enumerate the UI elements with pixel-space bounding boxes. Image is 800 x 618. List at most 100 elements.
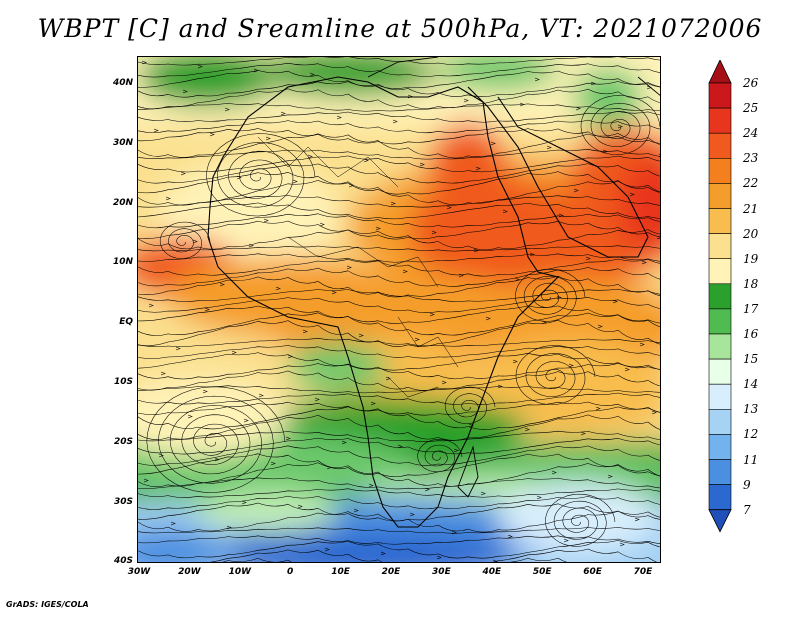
streamline-arrow bbox=[558, 213, 564, 218]
streamline-arrow bbox=[429, 312, 435, 317]
colorbar-segment bbox=[708, 333, 732, 360]
streamline-arrow bbox=[402, 269, 408, 274]
streamline-arrow bbox=[597, 324, 603, 329]
streamline-arrow bbox=[375, 226, 381, 231]
colorbar-segment bbox=[708, 283, 732, 310]
streamline-arrow bbox=[353, 508, 359, 513]
streamline-arrow bbox=[607, 474, 613, 479]
lat-label: 30N bbox=[112, 137, 133, 148]
streamline-arrow bbox=[341, 440, 347, 445]
streamline-arrow bbox=[641, 260, 647, 265]
streamline bbox=[138, 540, 660, 559]
colorbar-tick-label: 12 bbox=[743, 427, 759, 442]
streamline-arrow bbox=[497, 384, 503, 389]
streamline bbox=[138, 401, 660, 416]
colorbar-tick-label: 7 bbox=[743, 502, 751, 517]
field-blob bbox=[138, 57, 278, 107]
streamline-arrow bbox=[536, 495, 542, 500]
streamline bbox=[206, 133, 316, 217]
streamline bbox=[138, 119, 660, 134]
coastline bbox=[637, 76, 660, 96]
colorbar-segment bbox=[708, 82, 732, 109]
streamline bbox=[138, 163, 660, 184]
streamlines-layer bbox=[138, 57, 660, 562]
colorbar-tick-label: 19 bbox=[743, 251, 759, 266]
streamline bbox=[138, 70, 660, 89]
streamline-arrow bbox=[265, 136, 271, 141]
coastline bbox=[467, 86, 649, 258]
streamline-arrow bbox=[473, 248, 479, 253]
streamline-arrow bbox=[514, 277, 520, 282]
field-blob bbox=[438, 57, 558, 91]
colorbar bbox=[708, 60, 732, 533]
streamline-arrow bbox=[209, 132, 215, 137]
streamline-arrow bbox=[563, 538, 569, 543]
streamline-arrow bbox=[507, 534, 513, 539]
streamline bbox=[138, 275, 660, 298]
streamline-arrow bbox=[551, 470, 557, 475]
streamline bbox=[138, 430, 660, 442]
streamline bbox=[138, 220, 660, 240]
colorbar-tick-label: 11 bbox=[743, 452, 759, 467]
lat-label: 40S bbox=[113, 556, 133, 567]
streamline-arrow bbox=[409, 512, 415, 517]
streamline-arrow bbox=[358, 333, 364, 338]
streamline-arrow bbox=[414, 337, 420, 342]
streamline-arrow bbox=[202, 389, 208, 394]
streamline-arrow bbox=[519, 102, 525, 107]
streamline-arrow bbox=[224, 107, 230, 112]
coastline bbox=[207, 76, 560, 528]
streamline-arrow bbox=[170, 521, 176, 526]
field-blob bbox=[258, 57, 438, 97]
streamline bbox=[417, 439, 463, 473]
streamline-arrow bbox=[175, 346, 181, 351]
streamline bbox=[138, 363, 660, 380]
streamline bbox=[138, 128, 660, 145]
streamline-arrow bbox=[397, 444, 403, 449]
streamline-arrow bbox=[590, 81, 596, 86]
colorbar-segment bbox=[708, 208, 732, 234]
lat-label: 10N bbox=[112, 257, 133, 268]
streamline-arrow bbox=[287, 354, 293, 359]
streamline-arrow bbox=[297, 504, 303, 509]
colorbar-tick-label: 17 bbox=[743, 301, 759, 316]
streamline bbox=[138, 338, 660, 348]
coastlines-layer bbox=[207, 57, 660, 528]
streamline-arrow bbox=[617, 124, 623, 129]
streamline bbox=[545, 493, 616, 547]
coastline bbox=[287, 236, 439, 288]
colorbar-tick-label: 25 bbox=[743, 101, 759, 116]
streamline bbox=[138, 202, 660, 220]
streamline bbox=[138, 527, 660, 534]
streamline-arrow bbox=[270, 461, 276, 466]
streamline-arrow bbox=[368, 483, 374, 488]
streamline-arrow bbox=[182, 89, 188, 94]
streamline bbox=[138, 406, 660, 430]
streamline-arrow bbox=[319, 222, 325, 227]
streamline bbox=[138, 352, 660, 371]
streamline bbox=[138, 437, 660, 455]
streamline-arrow bbox=[585, 256, 591, 261]
streamline bbox=[138, 495, 660, 510]
streamline-arrow bbox=[214, 457, 220, 462]
field-blob bbox=[548, 382, 660, 432]
streamline-arrow bbox=[324, 547, 330, 552]
streamline-arrow bbox=[197, 64, 203, 69]
streamline-arrow bbox=[141, 60, 147, 65]
streamline-arrow bbox=[348, 183, 354, 188]
streamline bbox=[138, 88, 660, 110]
streamline-arrow bbox=[280, 111, 286, 116]
map-plot-area bbox=[137, 56, 661, 563]
colorbar-segment bbox=[708, 408, 732, 435]
streamline bbox=[138, 253, 660, 263]
streamline-arrow bbox=[236, 175, 242, 180]
streamline bbox=[138, 385, 660, 394]
streamline bbox=[444, 386, 496, 424]
streamline-arrow bbox=[502, 209, 508, 214]
streamline-arrow bbox=[187, 414, 193, 419]
streamline-arrow bbox=[263, 218, 269, 223]
streamline-arrow bbox=[180, 171, 186, 176]
streamline bbox=[138, 149, 660, 160]
lat-label: 10S bbox=[113, 377, 133, 387]
streamline-arrow bbox=[463, 98, 469, 103]
